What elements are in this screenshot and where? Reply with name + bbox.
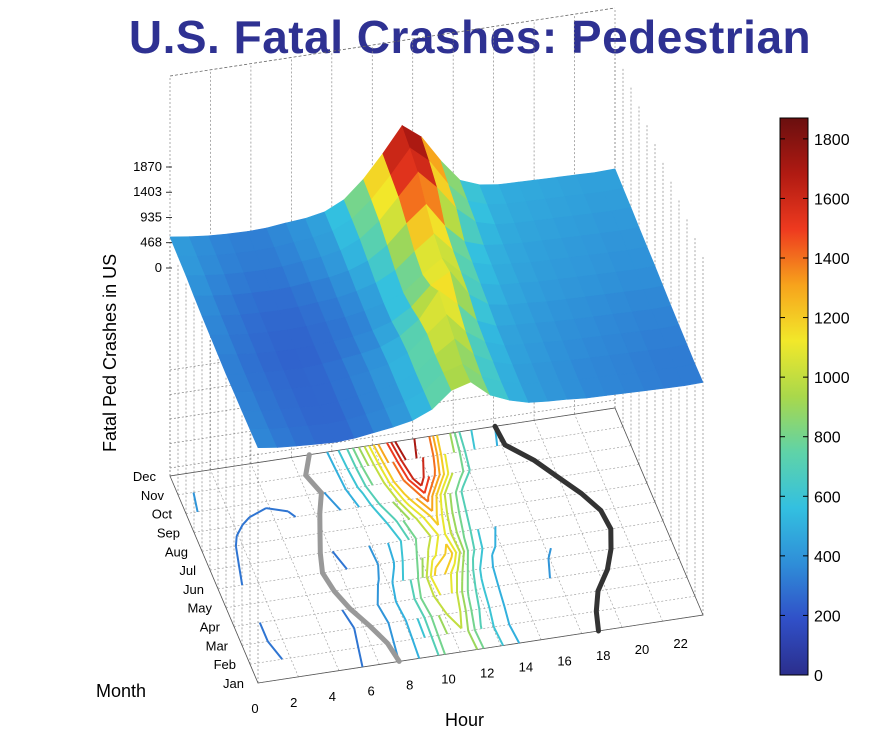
- contour-line: [394, 438, 418, 461]
- floor-gridline-x: [412, 438, 502, 647]
- contour-line: [363, 445, 463, 630]
- z-tick-label: 935: [140, 210, 162, 225]
- x-tick-label: 14: [519, 660, 533, 675]
- x-tick-label: 2: [290, 695, 297, 710]
- floor-gridline-x: [452, 432, 542, 640]
- colorbar-tick-label: 400: [814, 549, 841, 566]
- y-tick-label: Jul: [179, 563, 196, 578]
- x-tick-label: 0: [251, 701, 258, 716]
- surface-mesh: [169, 124, 704, 449]
- contour-line: [392, 436, 436, 503]
- shadow-lines: [303, 423, 614, 664]
- colorbar-tick-label: 1800: [814, 132, 850, 149]
- contour-line: [326, 426, 521, 659]
- contour-line: [337, 429, 504, 647]
- floor-gridline-x: [493, 426, 582, 634]
- y-axis-label: Month: [96, 681, 146, 701]
- colorbar: 0 200 400 600 800 1000 1200 1400 1600 1800: [779, 117, 850, 685]
- colorbar-tick-label: 1600: [814, 191, 850, 208]
- x-tick-label: 8: [406, 677, 413, 692]
- surface-patch: [675, 363, 704, 387]
- z-tick-label: 0: [155, 260, 162, 275]
- floor-gridline-x: [291, 457, 380, 665]
- floor-border: [169, 407, 704, 684]
- floor-gridline-y: [233, 558, 680, 627]
- x-tick-label: 20: [635, 642, 649, 657]
- y-tick-label: Oct: [152, 507, 173, 522]
- contour-line: [357, 432, 479, 650]
- y-tick-label: Jan: [223, 676, 244, 691]
- contour-line: [234, 507, 364, 668]
- y-tick-label: Mar: [206, 638, 229, 653]
- contour-line: [377, 435, 441, 512]
- colorbar-bar: [779, 117, 809, 676]
- page-title: U.S. Fatal Crashes: Pedestrian: [128, 11, 812, 63]
- back-wall-top: [169, 7, 616, 77]
- y-tick-label: Jun: [183, 582, 204, 597]
- y-tick-label: Aug: [165, 544, 188, 559]
- back-wall-zline: [169, 399, 616, 469]
- y-tick-label: Feb: [214, 657, 236, 672]
- floor-gridline-y: [177, 426, 624, 496]
- floor-gridline-x: [250, 463, 340, 671]
- floor-gridline-y: [241, 577, 688, 646]
- floor-gridline-x: [574, 414, 663, 622]
- y-tick-label: May: [187, 601, 212, 616]
- x-tick-label: 12: [480, 666, 494, 681]
- x-tick-label: 10: [441, 671, 455, 686]
- floor-gridline-y: [249, 595, 696, 665]
- floor-gridline-y: [217, 520, 664, 590]
- x-tick-label: 4: [329, 689, 336, 704]
- colorbar-tick-label: 600: [814, 489, 841, 506]
- contour-line: [386, 442, 431, 494]
- sunrise-line: [303, 452, 402, 664]
- x-tick-label: 6: [367, 683, 374, 698]
- contour-line: [372, 434, 454, 576]
- colorbar-tick-label: 1200: [814, 311, 850, 328]
- floor-gridline-x: [210, 469, 299, 677]
- floor-gridline-y: [225, 539, 672, 609]
- z-tick-label: 1403: [133, 184, 162, 199]
- floor-gridline-y: [193, 464, 640, 533]
- x-tick-label: 22: [673, 636, 687, 651]
- y-tick-label: Dec: [133, 469, 157, 484]
- colorbar-tick-label: 200: [814, 608, 841, 625]
- axis-ticks: 0 2 4 6 8 10 12 14 16 18 20 22JanFebMarAprMayJunJul…: [133, 159, 688, 716]
- z-axis-label: Fatal Ped Crashes in US: [100, 254, 120, 452]
- z-tick-label: 468: [140, 235, 162, 250]
- y-tick-label: Apr: [200, 620, 221, 635]
- floor-gridline-x: [533, 420, 623, 628]
- y-tick-label: Sep: [157, 525, 180, 540]
- x-axis-label: Hour: [445, 710, 484, 730]
- z-tick-label: 1870: [133, 159, 162, 174]
- contour-line: [352, 432, 485, 655]
- sunset-line: [492, 423, 614, 634]
- floor-gridline-x: [331, 451, 421, 659]
- floor-gridline-y: [209, 501, 656, 571]
- contour-lines: [192, 426, 552, 668]
- contour-line: [368, 445, 458, 596]
- colorbar-tick-label: 800: [814, 430, 841, 447]
- colorbar-tick-label: 1000: [814, 370, 850, 387]
- contour-line: [346, 431, 483, 656]
- colorbar-tick-label: 0: [814, 668, 823, 685]
- x-tick-label: 16: [557, 654, 571, 669]
- x-tick-label: 18: [596, 648, 610, 663]
- contour-line: [390, 441, 425, 487]
- y-tick-label: Nov: [141, 488, 165, 503]
- contour-line: [192, 491, 552, 662]
- colorbar-tick-label: 1400: [814, 251, 850, 268]
